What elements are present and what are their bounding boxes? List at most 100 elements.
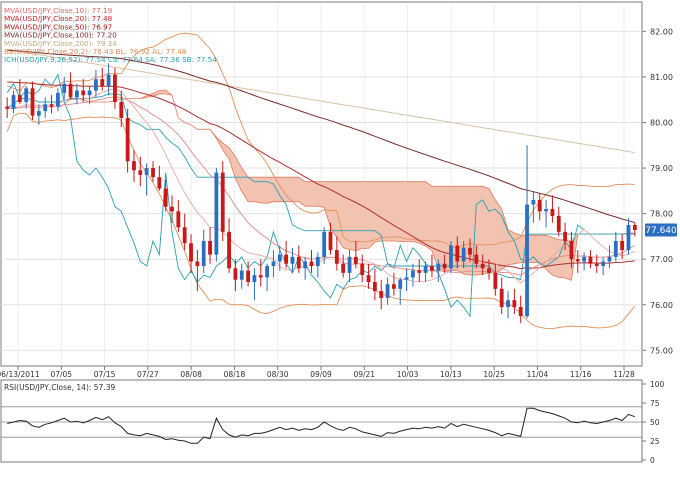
ma50-line xyxy=(7,81,635,270)
candle xyxy=(525,145,529,319)
candle-body xyxy=(138,170,143,175)
candle xyxy=(582,252,587,271)
candle-body xyxy=(537,199,542,212)
candle-body xyxy=(398,279,403,289)
candle-body xyxy=(347,256,352,273)
candle-body xyxy=(620,240,625,251)
candle-body xyxy=(271,261,276,267)
candle xyxy=(499,277,504,314)
candle-body xyxy=(68,83,73,98)
candle xyxy=(68,72,73,100)
candle-body xyxy=(461,247,466,262)
candle-body xyxy=(296,256,301,269)
candle-body xyxy=(322,231,327,257)
date-tick-label: 08/08 xyxy=(180,370,202,379)
candle xyxy=(563,222,567,251)
candle-body xyxy=(11,95,16,109)
candle-body xyxy=(525,204,529,317)
date-tick-label: 10/25 xyxy=(483,370,505,379)
candle-body xyxy=(493,272,498,289)
candle-body xyxy=(290,256,295,264)
candle xyxy=(106,63,111,96)
candle xyxy=(290,247,295,273)
candle xyxy=(246,261,250,287)
candle xyxy=(594,254,599,273)
date-tick-label: 11/28 xyxy=(613,370,635,379)
candle xyxy=(449,240,453,273)
candle-body xyxy=(601,261,606,267)
candle xyxy=(11,90,16,114)
rsi-tick-label: 100 xyxy=(650,380,665,389)
candle xyxy=(455,236,460,269)
candle xyxy=(372,268,377,301)
candle-body xyxy=(113,74,117,102)
candle xyxy=(271,250,276,278)
candle xyxy=(62,76,67,100)
candle-body xyxy=(334,250,339,264)
candle-body xyxy=(632,225,637,231)
candle-body xyxy=(309,261,314,267)
candle-body xyxy=(315,256,320,267)
rsi-panel[interactable]: 0 25 50 75 100 RSI(USD/JPY,Close, 14): 57.39 xyxy=(0,379,665,465)
candle xyxy=(189,234,193,273)
candle xyxy=(379,279,384,310)
candle xyxy=(334,236,339,271)
date-axis: 06/13/2011 07/05 07/15 07/27 08/08 08/18 08/30… xyxy=(0,366,635,379)
candle xyxy=(607,245,612,269)
candle-body xyxy=(87,90,92,96)
candle xyxy=(531,190,536,223)
candle-body xyxy=(157,177,162,189)
candle xyxy=(296,245,301,273)
candle xyxy=(468,238,472,262)
rsi-tick-label: 0 xyxy=(650,456,655,465)
date-tick-label: 06/13/2011 xyxy=(0,370,40,379)
candle-body xyxy=(303,261,308,269)
candle-body xyxy=(277,254,282,262)
candle xyxy=(487,259,491,280)
candle xyxy=(75,83,79,105)
price-panel[interactable]: 75.00 76.00 77.00 78.00 79.00 80.00 81.00 82.00… xyxy=(0,1,677,379)
candle xyxy=(277,245,282,271)
candle-body xyxy=(506,300,510,308)
rsi-legend: RSI(USD/JPY,Close, 14): 57.39 xyxy=(4,383,115,392)
candle-body xyxy=(455,245,460,262)
candle-body xyxy=(404,277,409,280)
candle xyxy=(398,277,403,305)
candle xyxy=(537,193,542,221)
candle-body xyxy=(30,88,35,116)
candle xyxy=(474,245,479,269)
candle-body xyxy=(284,254,289,264)
candle xyxy=(182,213,187,251)
candle xyxy=(157,165,162,191)
candle xyxy=(632,222,637,237)
candle xyxy=(284,240,289,269)
candle xyxy=(49,95,54,114)
ma10-line xyxy=(7,88,635,284)
candle-body xyxy=(201,240,206,267)
candle-body xyxy=(366,275,371,282)
candle xyxy=(353,240,358,269)
candle xyxy=(430,254,434,278)
legend-entry: MVA(USD/JPY,Close,20): 77.48 xyxy=(4,14,113,23)
candle-body xyxy=(182,227,187,244)
candle xyxy=(303,256,308,280)
candle xyxy=(575,250,580,273)
price-tick-label: 77.00 xyxy=(650,255,673,264)
candle-body xyxy=(144,168,149,175)
candle xyxy=(252,268,257,301)
candle xyxy=(341,254,346,278)
candle-body xyxy=(512,300,517,308)
candle-body xyxy=(626,225,631,251)
candle xyxy=(214,168,219,262)
last-price-label-text: 77.640 xyxy=(645,226,677,236)
candle xyxy=(113,67,117,109)
candle-body xyxy=(417,270,422,273)
candle-body xyxy=(423,266,428,273)
candle-body xyxy=(588,256,593,264)
candle xyxy=(544,199,548,228)
candle xyxy=(43,97,48,118)
candle xyxy=(613,231,618,262)
candle-body xyxy=(227,231,231,269)
date-tick-label: 09/21 xyxy=(353,370,375,379)
